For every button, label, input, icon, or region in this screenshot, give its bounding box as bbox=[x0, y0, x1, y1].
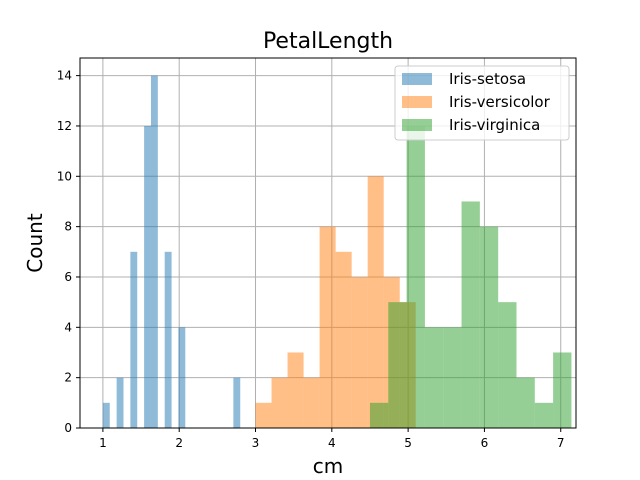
bar-iris-setosa bbox=[144, 125, 151, 429]
bar-iris-virginica bbox=[461, 201, 480, 428]
bar-iris-setosa bbox=[130, 251, 138, 428]
legend-label-iris-virginica: Iris-virginica bbox=[449, 116, 540, 134]
legend: Iris-setosa Iris-versicolor Iris-virginica bbox=[394, 65, 570, 141]
x-tick-label: 4 bbox=[328, 436, 336, 450]
legend-box bbox=[394, 65, 570, 141]
bar-iris-setosa bbox=[116, 377, 124, 428]
plot-frame bbox=[79, 57, 577, 429]
x-tick-label: 1 bbox=[99, 436, 107, 450]
x-tick-label: 6 bbox=[481, 436, 489, 450]
bar-iris-setosa bbox=[178, 327, 186, 428]
y-tick-label: 2 bbox=[64, 371, 72, 385]
y-tick-label: 4 bbox=[64, 320, 72, 334]
bar-iris-setosa bbox=[233, 377, 241, 428]
chart-title: PetalLength bbox=[263, 29, 393, 54]
bar-iris-virginica bbox=[516, 377, 535, 428]
bar-iris-setosa bbox=[150, 75, 158, 428]
y-tick-label: 10 bbox=[57, 169, 72, 183]
histogram-bars bbox=[102, 75, 572, 429]
x-tick-label: 2 bbox=[175, 436, 183, 450]
bar-iris-versicolor bbox=[271, 377, 288, 428]
bar-iris-virginica bbox=[479, 226, 499, 428]
y-tick-label: 8 bbox=[64, 220, 72, 234]
bar-iris-versicolor bbox=[335, 251, 352, 428]
bar-iris-versicolor bbox=[255, 402, 272, 428]
bar-iris-virginica bbox=[388, 302, 407, 428]
legend-label-iris-versicolor: Iris-versicolor bbox=[449, 93, 551, 111]
bar-iris-virginica bbox=[424, 327, 444, 428]
x-tick-label: 5 bbox=[404, 436, 412, 450]
bar-iris-versicolor bbox=[367, 176, 384, 428]
legend-swatch-iris-virginica bbox=[402, 119, 432, 131]
y-axis-label: Count bbox=[23, 213, 47, 273]
y-tick-label: 14 bbox=[57, 69, 72, 83]
legend-swatch-iris-setosa bbox=[402, 73, 432, 85]
bar-iris-versicolor bbox=[351, 276, 368, 428]
y-tick-label: 12 bbox=[57, 119, 72, 133]
bar-iris-setosa bbox=[164, 251, 172, 428]
x-tick-label: 3 bbox=[252, 436, 260, 450]
bar-iris-virginica bbox=[443, 327, 462, 428]
y-tick-label: 0 bbox=[64, 421, 72, 435]
bar-iris-virginica bbox=[553, 352, 572, 428]
bar-iris-versicolor bbox=[303, 377, 320, 428]
x-tick-label: 7 bbox=[557, 436, 565, 450]
bar-iris-virginica bbox=[534, 402, 554, 428]
bar-iris-virginica bbox=[498, 302, 517, 428]
x-axis-label: cm bbox=[313, 454, 343, 478]
bar-iris-versicolor bbox=[287, 352, 304, 428]
y-tick-label: 6 bbox=[64, 270, 72, 284]
legend-swatch-iris-versicolor bbox=[402, 96, 432, 108]
bar-iris-setosa bbox=[102, 402, 110, 428]
bar-iris-versicolor bbox=[319, 226, 336, 428]
bar-iris-virginica bbox=[406, 125, 425, 429]
bar-iris-virginica bbox=[369, 402, 389, 428]
legend-label-iris-setosa: Iris-setosa bbox=[449, 70, 526, 88]
